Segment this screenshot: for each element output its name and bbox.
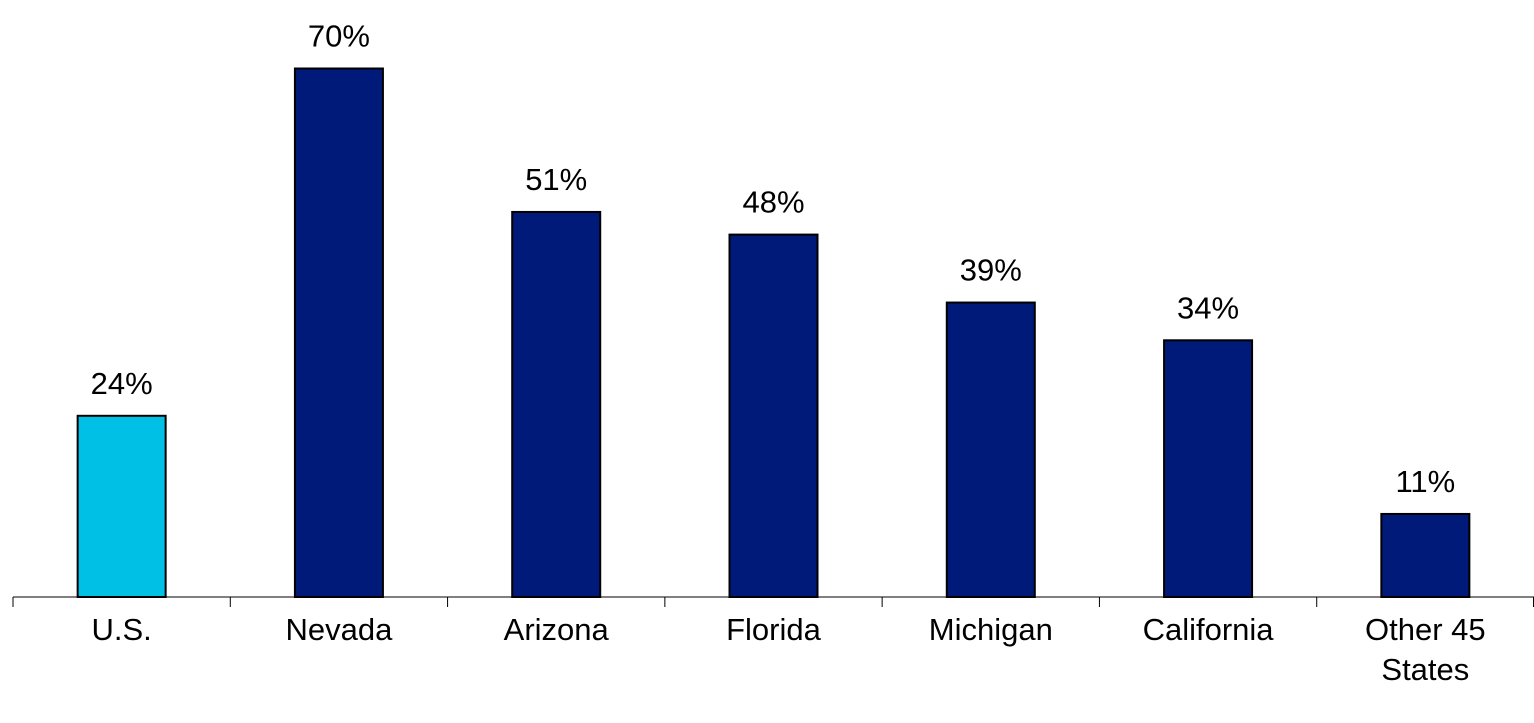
value-label: 11% <box>1395 464 1455 499</box>
bar <box>511 210 602 598</box>
x-tick-label: U.S. <box>91 612 152 647</box>
x-tick-label: Other 45 States <box>1365 612 1486 687</box>
value-label: 51% <box>525 162 587 197</box>
x-tick-label: Arizona <box>503 612 609 647</box>
bar <box>1380 512 1471 599</box>
x-tick-label: Michigan <box>928 612 1053 647</box>
bar <box>945 301 1036 598</box>
bar <box>76 414 167 598</box>
value-label: 39% <box>960 253 1022 288</box>
x-tick-label: Nevada <box>285 612 393 647</box>
value-label: 34% <box>1177 290 1239 325</box>
bar <box>1163 339 1254 598</box>
value-label: 48% <box>742 185 804 220</box>
bar <box>728 233 819 598</box>
x-tick-label: Florida <box>726 612 821 647</box>
value-label: 70% <box>308 19 370 54</box>
bar <box>293 67 384 598</box>
value-label: 24% <box>91 366 153 401</box>
x-tick-label: California <box>1142 612 1274 647</box>
